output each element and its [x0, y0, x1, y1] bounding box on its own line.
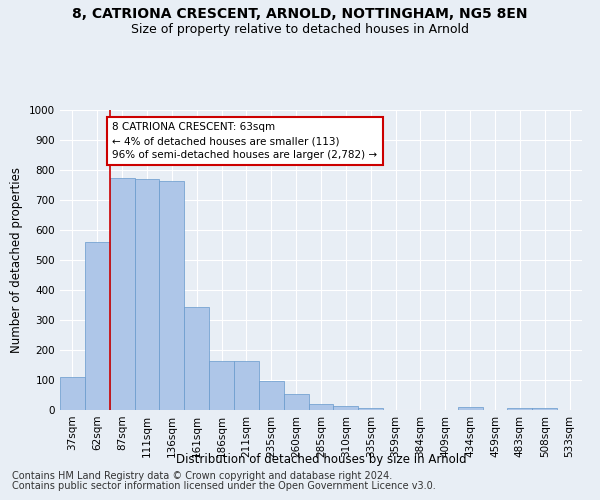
Text: Size of property relative to detached houses in Arnold: Size of property relative to detached ho… — [131, 22, 469, 36]
Text: 8, CATRIONA CRESCENT, ARNOLD, NOTTINGHAM, NG5 8EN: 8, CATRIONA CRESCENT, ARNOLD, NOTTINGHAM… — [72, 8, 528, 22]
Bar — [458, 407, 482, 410]
Bar — [85, 242, 110, 410]
Bar — [358, 408, 383, 410]
Bar — [60, 377, 85, 410]
Bar — [532, 408, 557, 410]
Bar — [160, 180, 184, 410]
Bar — [134, 179, 160, 410]
Bar — [184, 306, 209, 410]
Text: Contains HM Land Registry data © Crown copyright and database right 2024.: Contains HM Land Registry data © Crown c… — [12, 471, 392, 481]
Bar — [259, 381, 284, 410]
Bar — [308, 404, 334, 410]
Bar — [209, 360, 234, 410]
Y-axis label: Number of detached properties: Number of detached properties — [10, 167, 23, 353]
Text: Contains public sector information licensed under the Open Government Licence v3: Contains public sector information licen… — [12, 481, 436, 491]
Bar — [234, 360, 259, 410]
Text: Distribution of detached houses by size in Arnold: Distribution of detached houses by size … — [176, 452, 466, 466]
Bar — [334, 406, 358, 410]
Bar — [508, 408, 532, 410]
Text: 8 CATRIONA CRESCENT: 63sqm
← 4% of detached houses are smaller (113)
96% of semi: 8 CATRIONA CRESCENT: 63sqm ← 4% of detac… — [112, 122, 377, 160]
Bar — [284, 394, 308, 410]
Bar — [110, 178, 134, 410]
